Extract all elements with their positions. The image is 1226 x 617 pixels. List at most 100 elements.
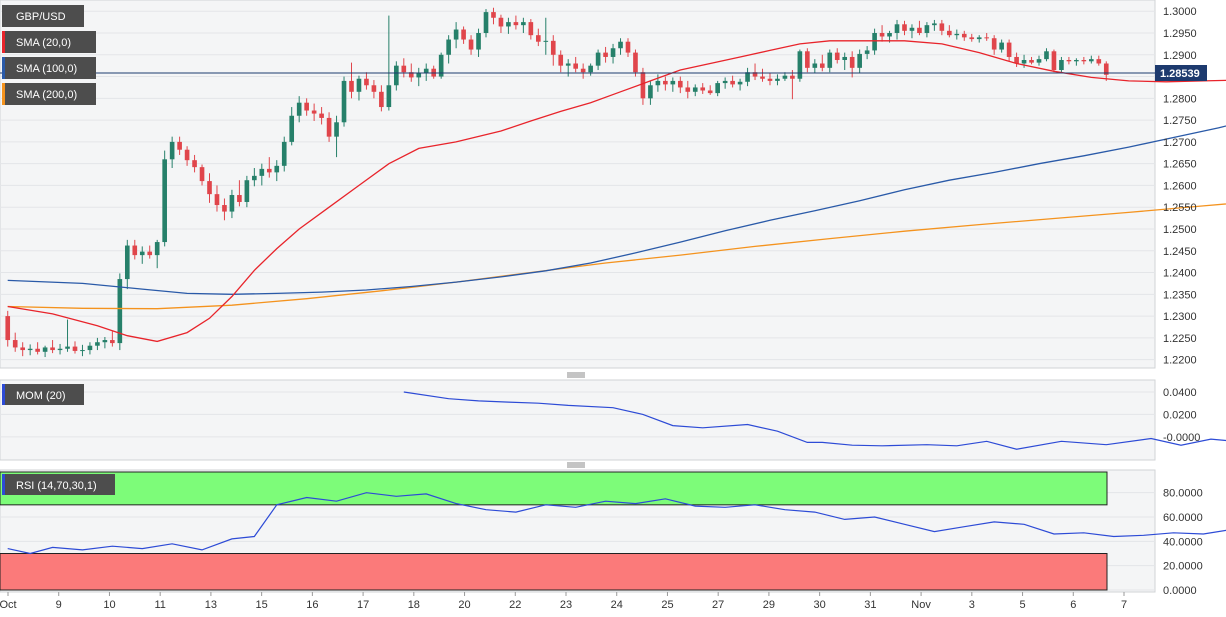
candle-body <box>408 72 414 78</box>
candle-body <box>386 85 392 108</box>
rsi-line <box>7 492 1226 555</box>
candle-body <box>1029 60 1034 63</box>
legend-item: GBP/USD <box>2 5 84 27</box>
rsi-oversold-zone <box>0 553 1108 591</box>
time-tick-label: 15 <box>256 599 268 611</box>
candle-body <box>1006 42 1012 57</box>
candle-body <box>827 52 833 68</box>
time-tick-label: 10 <box>103 599 115 611</box>
price-tick-label: 1.2200 <box>1163 355 1197 367</box>
candle-body <box>20 347 25 351</box>
candle-body <box>1096 59 1102 64</box>
candle-body <box>722 80 728 84</box>
rsi-legend-box <box>2 474 115 495</box>
candle-body <box>969 37 975 40</box>
candle-body <box>1059 60 1064 71</box>
candle-body <box>677 80 683 88</box>
time-tick-label: 20 <box>458 599 470 611</box>
candle-body <box>991 38 997 50</box>
candle-body <box>139 251 145 256</box>
rsi-tick-label: 40.0000 <box>1163 536 1203 548</box>
candle-body <box>177 141 182 150</box>
candle-body <box>700 87 706 91</box>
candle-body <box>954 33 960 36</box>
candle-body <box>65 346 70 349</box>
candle-body <box>558 54 564 66</box>
candle-body <box>864 50 870 54</box>
mom-legend-label: MOM (20) <box>16 390 66 402</box>
price-tick-label: 1.3000 <box>1163 6 1197 18</box>
time-tick-label: 16 <box>306 599 318 611</box>
candle-body <box>767 78 773 81</box>
legend-item: SMA (100,0) <box>2 57 96 79</box>
panel-splitter-2[interactable] <box>567 462 585 468</box>
candle-body <box>199 167 205 182</box>
price-tick-label: 1.2650 <box>1163 159 1197 171</box>
candle-body <box>334 122 339 137</box>
candle-body <box>326 117 332 137</box>
candle-body <box>12 340 18 348</box>
candle-body <box>498 17 504 27</box>
candle-body <box>685 87 691 92</box>
time-tick-label: Nov <box>911 599 931 611</box>
candle-body <box>939 23 945 31</box>
candle-body <box>730 80 735 85</box>
candle-body <box>311 110 317 114</box>
sma20-line <box>7 40 1226 343</box>
candle-body <box>872 33 877 51</box>
price-candles <box>5 7 1109 358</box>
panel-splitter-1[interactable] <box>567 372 585 378</box>
candle-body <box>1044 51 1049 60</box>
candle-body <box>932 23 937 26</box>
candle-body <box>192 160 197 168</box>
candle-body <box>588 65 593 73</box>
candle-body <box>229 195 235 212</box>
time-tick-label: 29 <box>763 599 775 611</box>
candle-body <box>879 33 885 37</box>
time-tick-label: 9 <box>56 599 62 611</box>
candle-body <box>618 41 623 49</box>
candle-body <box>513 22 519 26</box>
candle-body <box>805 51 810 68</box>
current-price-box <box>1155 65 1207 81</box>
time-tick-label: 22 <box>509 599 521 611</box>
time-tick-label: 31 <box>864 599 876 611</box>
candle-body <box>371 85 377 92</box>
rsi-tick-label: 60.0000 <box>1163 512 1203 524</box>
candle-body <box>506 22 511 27</box>
price-tick-label: 1.2700 <box>1163 137 1197 149</box>
candle-body <box>648 85 653 99</box>
candle-body <box>259 168 265 176</box>
mom-legend-box <box>2 384 84 405</box>
candle-body <box>35 348 40 352</box>
time-tick-label: 17 <box>357 599 369 611</box>
mom-grid <box>0 391 1155 438</box>
legend-item-box <box>2 31 96 53</box>
mom-tick-label: -0.0000 <box>1163 432 1200 444</box>
candle-body <box>124 245 130 280</box>
candle-body <box>132 245 138 256</box>
time-tick-label: 18 <box>408 599 420 611</box>
price-tick-label: 1.2500 <box>1163 224 1197 236</box>
candle-body <box>80 350 85 352</box>
candle-body <box>603 52 608 57</box>
time-tick-label: 23 <box>560 599 572 611</box>
candle-body <box>476 33 481 50</box>
candle-body <box>461 29 466 40</box>
candle-body <box>50 347 55 351</box>
candle-body <box>550 40 556 55</box>
time-tick-label: 11 <box>154 599 165 611</box>
candle-body <box>154 242 160 256</box>
candle-body <box>491 12 496 18</box>
candle-body <box>625 41 631 53</box>
candle-body <box>842 56 848 61</box>
candle-body <box>976 37 982 40</box>
candle-body <box>42 347 48 352</box>
candle-body <box>1014 56 1019 64</box>
time-tick-label: 6 <box>1070 599 1076 611</box>
candle-body <box>745 72 750 82</box>
candle-body <box>782 75 788 79</box>
candle-body <box>147 251 153 256</box>
candle-body <box>760 76 765 79</box>
